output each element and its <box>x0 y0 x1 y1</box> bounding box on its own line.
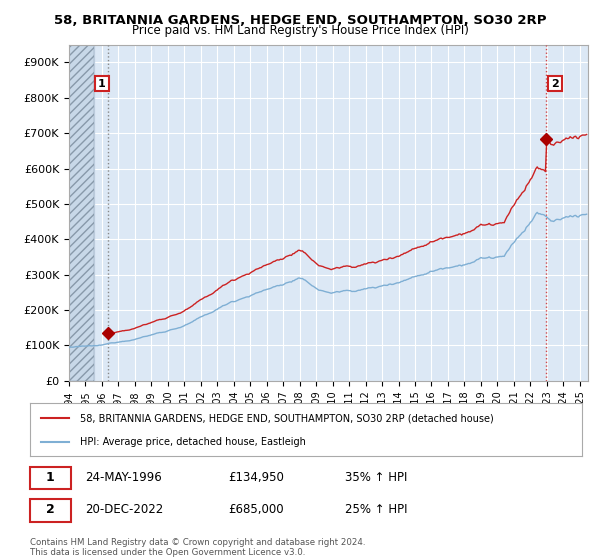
Text: 58, BRITANNIA GARDENS, HEDGE END, SOUTHAMPTON, SO30 2RP: 58, BRITANNIA GARDENS, HEDGE END, SOUTHA… <box>54 14 546 27</box>
Text: 1: 1 <box>98 79 106 88</box>
Text: 35% ↑ HPI: 35% ↑ HPI <box>344 471 407 484</box>
Text: 58, BRITANNIA GARDENS, HEDGE END, SOUTHAMPTON, SO30 2RP (detached house): 58, BRITANNIA GARDENS, HEDGE END, SOUTHA… <box>80 413 493 423</box>
Bar <box>69 45 94 381</box>
Text: 1: 1 <box>46 471 55 484</box>
Text: 20-DEC-2022: 20-DEC-2022 <box>85 503 163 516</box>
Text: 24-MAY-1996: 24-MAY-1996 <box>85 471 162 484</box>
Bar <box>69 45 94 381</box>
Text: HPI: Average price, detached house, Eastleigh: HPI: Average price, detached house, East… <box>80 436 305 446</box>
Text: £685,000: £685,000 <box>229 503 284 516</box>
Text: 2: 2 <box>46 503 55 516</box>
Text: Price paid vs. HM Land Registry's House Price Index (HPI): Price paid vs. HM Land Registry's House … <box>131 24 469 37</box>
FancyBboxPatch shape <box>30 467 71 489</box>
Text: 25% ↑ HPI: 25% ↑ HPI <box>344 503 407 516</box>
Text: 2: 2 <box>551 79 559 88</box>
Text: £134,950: £134,950 <box>229 471 284 484</box>
Text: Contains HM Land Registry data © Crown copyright and database right 2024.
This d: Contains HM Land Registry data © Crown c… <box>30 538 365 557</box>
FancyBboxPatch shape <box>30 499 71 521</box>
